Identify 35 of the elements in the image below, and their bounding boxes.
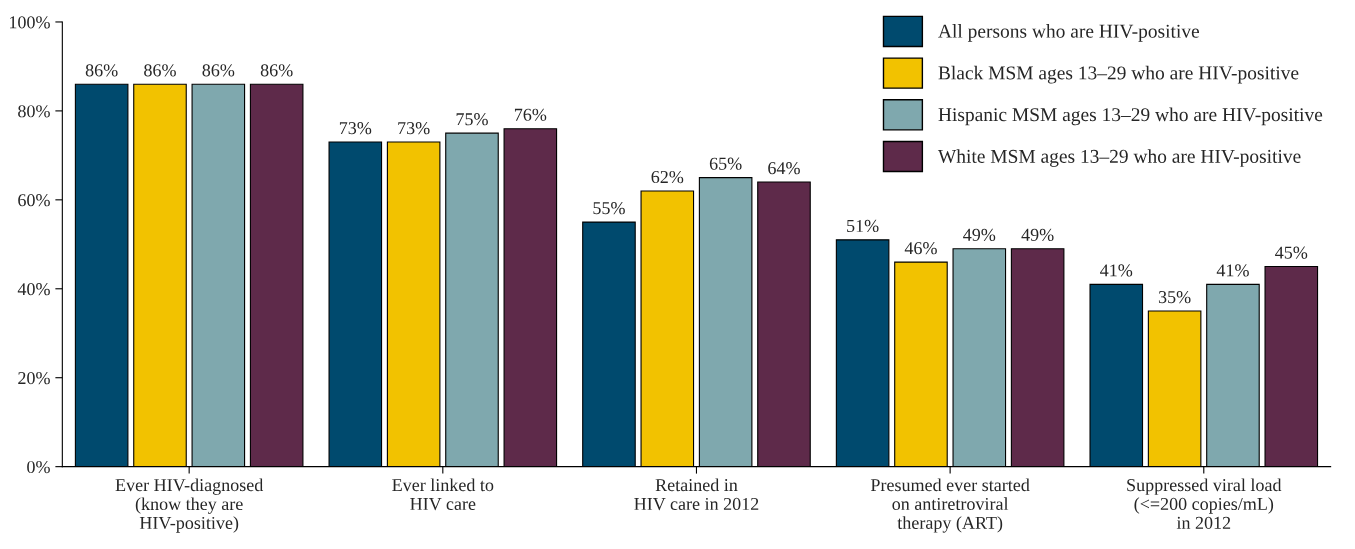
legend-label: Black MSM ages 13–29 who are HIV-positive xyxy=(938,65,1299,84)
data-label: 45% xyxy=(1275,246,1308,259)
x-tick-label: Retained in HIV care in 2012 xyxy=(634,478,759,511)
data-label: 75% xyxy=(456,113,488,126)
data-label: 86% xyxy=(260,64,293,77)
y-tick-label: 0% xyxy=(27,460,50,474)
data-label: 49% xyxy=(963,228,996,241)
y-tick-label: 100% xyxy=(9,16,50,29)
data-label: 64% xyxy=(768,162,800,175)
data-label: 49% xyxy=(1021,228,1054,241)
data-label: 73% xyxy=(398,122,430,135)
data-label: 86% xyxy=(144,64,176,77)
data-label: 41% xyxy=(1216,264,1249,277)
x-tick-label: Presumed ever started on antiretroviral therapy (ART) xyxy=(870,478,1030,533)
data-label: 86% xyxy=(85,64,118,77)
data-label: 35% xyxy=(1158,290,1191,304)
data-label: 55% xyxy=(593,202,625,215)
legend-label: Hispanic MSM ages 13–29 who are HIV-positive xyxy=(938,107,1323,126)
data-label: 46% xyxy=(904,242,937,255)
data-label: 86% xyxy=(202,64,235,77)
legend-label: White MSM ages 13–29 who are HIV-positive xyxy=(937,149,1301,167)
data-label: 62% xyxy=(651,170,684,184)
legend-label: All persons who are HIV-positive xyxy=(938,24,1200,42)
data-label: 73% xyxy=(339,122,372,135)
data-label: 65% xyxy=(709,157,742,170)
y-tick-label: 40% xyxy=(17,283,50,296)
data-label: 76% xyxy=(514,108,547,121)
y-tick-label: 20% xyxy=(18,371,50,385)
data-label: 41% xyxy=(1100,264,1133,277)
x-tick-label: Ever HIV-diagnosed (know they are HIV-positive) xyxy=(115,478,264,533)
data-label: 51% xyxy=(847,219,879,233)
y-tick-label: 60% xyxy=(18,194,50,207)
y-tick-label: 80% xyxy=(18,105,50,118)
x-tick-label: Ever linked to HIV care xyxy=(392,478,494,511)
x-tick-label: Suppressed viral load (<=200 copies/mL) in 2012 xyxy=(1127,478,1282,529)
